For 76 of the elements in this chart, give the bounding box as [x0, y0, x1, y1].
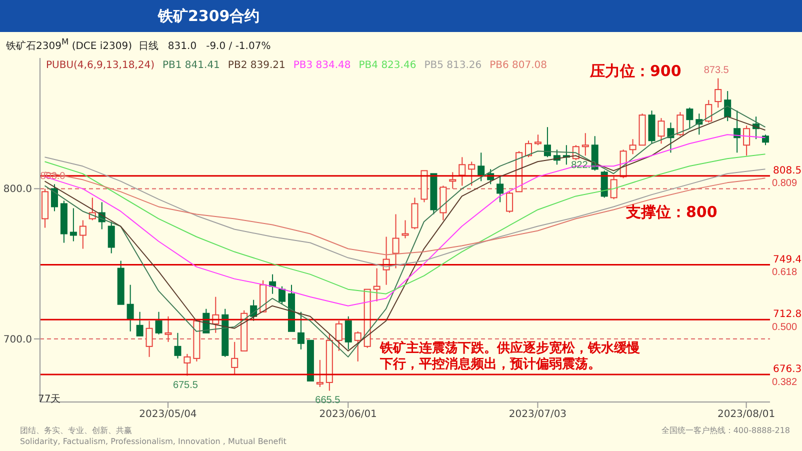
text: PB3 834.48 — [293, 60, 351, 71]
candlestick — [164, 316, 172, 342]
candlestick — [658, 118, 665, 144]
ref-line-label: 808.5 — [773, 165, 802, 176]
candlestick — [534, 134, 542, 146]
candlestick — [724, 90, 732, 122]
candlestick — [705, 100, 712, 124]
text: 团结、务实、专业、创新、共赢 — [20, 425, 132, 436]
text: PB1 841.41 — [162, 60, 220, 71]
text: 0.809 — [772, 178, 798, 189]
candlestick — [714, 78, 722, 108]
candlestick — [743, 125, 750, 156]
text: 全国统一客户热线：400-8888-218 — [661, 425, 790, 436]
candlestick — [676, 112, 684, 137]
y-tick-label: 800.0 — [3, 184, 32, 196]
candlestick — [610, 176, 618, 200]
candlestick — [155, 311, 162, 335]
annotation: 铁矿主连震荡下跌。供应逐步宽松，铁水缓慢下行，平控消息频出，预计偏弱震荡。 — [380, 341, 641, 373]
annotation: 873.5 — [704, 65, 729, 76]
candlestick — [184, 353, 191, 376]
chart-subtitle: 铁矿石2309$^{M}$ (DCE i2309) 日线 831.0 -9.0 / -1.07% — [6, 37, 271, 52]
candlestick — [629, 138, 636, 155]
chart-title: 铁矿2309合约 — [158, 7, 260, 26]
candlestick — [136, 311, 144, 336]
candlestick — [496, 176, 504, 203]
text: PB6 807.08 — [490, 60, 548, 71]
candlestick — [297, 311, 304, 350]
text: PB4 823.46 — [358, 60, 416, 71]
candlestick — [478, 152, 485, 182]
candlestick — [525, 140, 532, 158]
candlestick — [449, 172, 456, 190]
candlestick — [402, 220, 409, 239]
annotation: 压力位：900 — [590, 62, 682, 81]
x-tick-label: 2023/07/03 — [508, 409, 567, 420]
candlestick — [734, 110, 741, 154]
candlestick — [344, 316, 352, 350]
text: 0.618 — [772, 266, 798, 278]
text: Solidarity, Factualism, Professionalism, Innovation , Mutual Benefit — [20, 437, 286, 446]
candlestick — [108, 221, 115, 254]
candlestick — [70, 208, 77, 242]
candlestick — [316, 359, 324, 388]
x-tick-label: 2023/05/04 — [139, 409, 197, 420]
candlestick — [174, 332, 182, 359]
ref-line-label: 749.4 — [773, 254, 802, 266]
candlestick — [762, 134, 770, 146]
annotation: 665.5 — [315, 394, 340, 406]
annotation: 675.5 — [172, 380, 198, 391]
candlestick — [50, 184, 58, 212]
candlestick — [146, 320, 153, 358]
candlestick — [126, 284, 134, 332]
candlestick — [458, 156, 466, 186]
ref-line-label: 676.3 — [773, 364, 802, 376]
x-tick-label: 2023/06/01 — [319, 409, 377, 420]
annotation: 支撑位：800 — [626, 203, 718, 222]
candlestick — [278, 286, 286, 305]
x-tick-label: 2023/08/01 — [717, 409, 776, 420]
candlestick — [231, 341, 238, 376]
candlestick — [582, 132, 589, 156]
ref-line-label: 712.8 — [773, 309, 802, 320]
candlestick — [686, 107, 694, 130]
candlestick — [392, 214, 400, 269]
text: PB5 813.26 — [424, 60, 482, 71]
candlestick — [468, 161, 476, 186]
text: PB2 839.21 — [228, 60, 286, 71]
candlestick — [373, 268, 380, 302]
legend-title: PUBU(4,6,9,13,18,24) — [46, 60, 154, 71]
candlestick — [335, 320, 342, 352]
annotation: 77天 — [38, 393, 61, 406]
text: 0.382 — [772, 376, 798, 388]
candlestick — [667, 122, 674, 154]
candlestick — [544, 126, 551, 158]
candlestick — [354, 330, 362, 362]
text: 0.500 — [772, 322, 798, 333]
y-tick-label: 700.0 — [3, 334, 32, 346]
candlestick — [79, 220, 86, 250]
candlestick — [506, 191, 514, 214]
